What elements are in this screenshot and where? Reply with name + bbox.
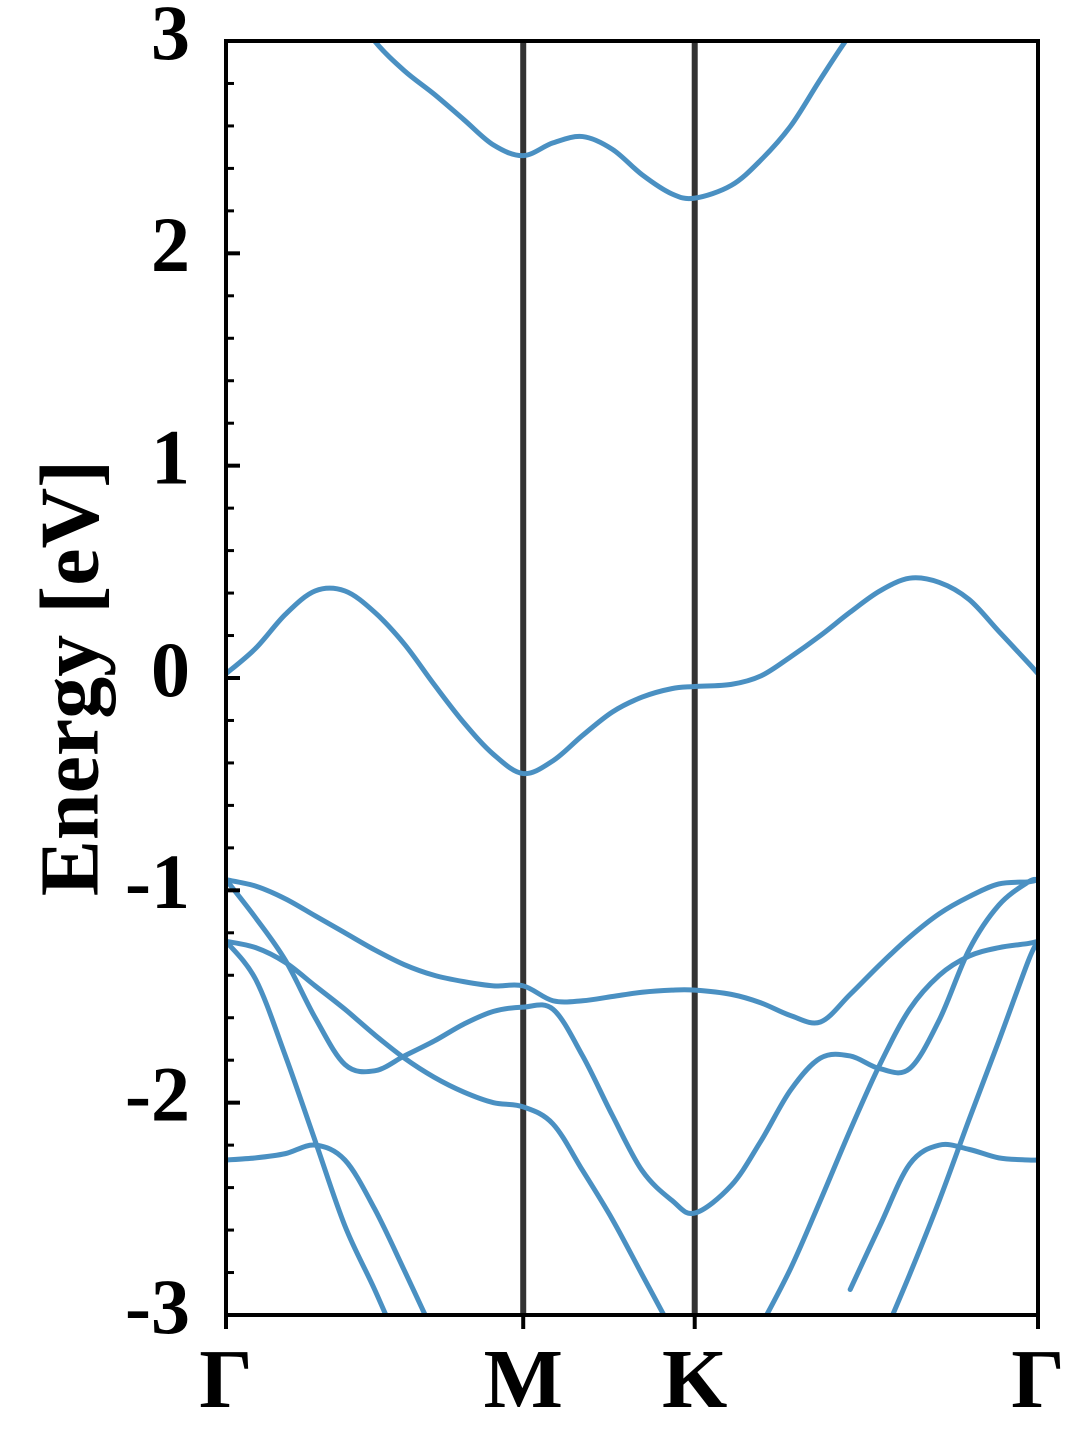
y-tick-label: 1 (151, 414, 190, 501)
y-tick-label: 0 (151, 626, 190, 713)
y-tick-label: -2 (125, 1051, 190, 1138)
band-line (226, 938, 389, 1315)
band-line (371, 41, 849, 202)
bands (226, 41, 1038, 1315)
x-tick-label: Γ (199, 1333, 252, 1426)
band-line (226, 575, 1038, 777)
y-tick-label: 2 (151, 201, 190, 288)
y-tick-label: 3 (151, 0, 190, 76)
ticks: -3 -2 -1 0 1 2 3 Γ M K Γ (125, 0, 1065, 1426)
x-tick-label: K (662, 1333, 727, 1426)
x-tick-label: Γ (1011, 1333, 1064, 1426)
y-tick-label: -1 (125, 838, 190, 925)
y-axis-label: Energy [eV] (23, 460, 116, 896)
band-line (226, 938, 1038, 1315)
band-line (226, 876, 1038, 1217)
band-line (889, 938, 1038, 1315)
band-line (226, 1141, 1038, 1315)
y-tick-label: -3 (125, 1263, 190, 1350)
band-line (226, 877, 1038, 1026)
x-tick-label: M (484, 1333, 563, 1426)
plot-frame (224, 39, 1040, 1317)
kpoint-lines (520, 41, 698, 1315)
